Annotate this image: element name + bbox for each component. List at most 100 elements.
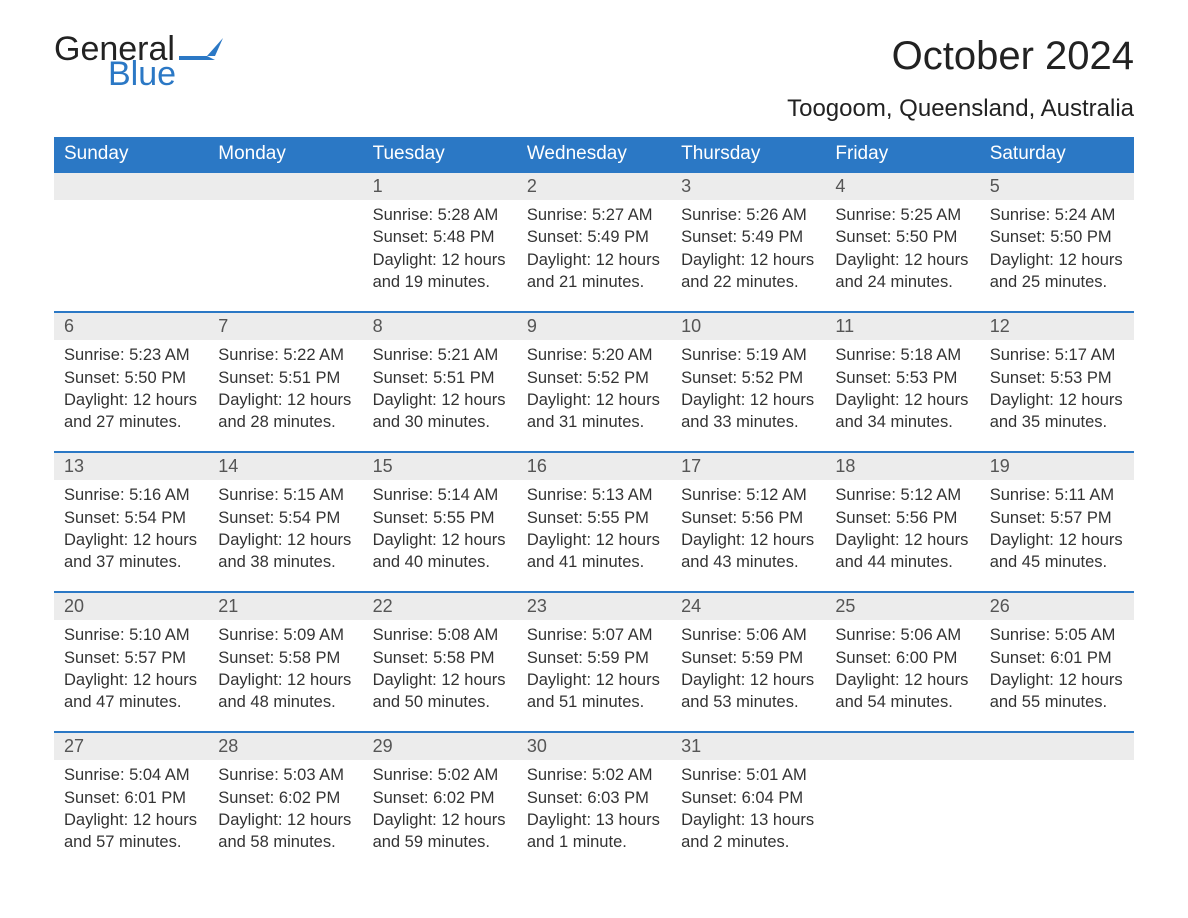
sunset-line: Sunset: 5:58 PM bbox=[218, 647, 352, 669]
day-number: 9 bbox=[527, 316, 537, 336]
daylight-line: Daylight: 12 hours and 55 minutes. bbox=[990, 669, 1124, 714]
day-content-cell: Sunrise: 5:13 AMSunset: 5:55 PMDaylight:… bbox=[517, 480, 671, 592]
day-number: 15 bbox=[373, 456, 393, 476]
day-number-cell: 27 bbox=[54, 732, 208, 760]
sunset-line: Sunset: 5:59 PM bbox=[527, 647, 661, 669]
calendar-header-row: Sunday Monday Tuesday Wednesday Thursday… bbox=[54, 137, 1134, 172]
day-number: 8 bbox=[373, 316, 383, 336]
day-number-cell: 24 bbox=[671, 592, 825, 620]
daylight-line: Daylight: 12 hours and 57 minutes. bbox=[64, 809, 198, 854]
calendar-table: Sunday Monday Tuesday Wednesday Thursday… bbox=[54, 137, 1134, 871]
day-header: Friday bbox=[825, 137, 979, 172]
day-content-cell: Sunrise: 5:20 AMSunset: 5:52 PMDaylight:… bbox=[517, 340, 671, 452]
daylight-line: Daylight: 12 hours and 48 minutes. bbox=[218, 669, 352, 714]
daylight-line: Daylight: 12 hours and 40 minutes. bbox=[373, 529, 507, 574]
day-number: 16 bbox=[527, 456, 547, 476]
day-header: Tuesday bbox=[363, 137, 517, 172]
daylight-line: Daylight: 13 hours and 2 minutes. bbox=[681, 809, 815, 854]
day-number: 2 bbox=[527, 176, 537, 196]
calendar-content-row: Sunrise: 5:04 AMSunset: 6:01 PMDaylight:… bbox=[54, 760, 1134, 871]
day-content-cell: Sunrise: 5:22 AMSunset: 5:51 PMDaylight:… bbox=[208, 340, 362, 452]
sunrise-line: Sunrise: 5:06 AM bbox=[681, 624, 815, 646]
sunset-line: Sunset: 5:54 PM bbox=[218, 507, 352, 529]
day-number-cell: 19 bbox=[980, 452, 1134, 480]
day-header: Sunday bbox=[54, 137, 208, 172]
sunset-line: Sunset: 5:50 PM bbox=[990, 226, 1124, 248]
sunrise-line: Sunrise: 5:16 AM bbox=[64, 484, 198, 506]
day-number-cell: 5 bbox=[980, 172, 1134, 200]
day-content-cell: Sunrise: 5:23 AMSunset: 5:50 PMDaylight:… bbox=[54, 340, 208, 452]
sunrise-line: Sunrise: 5:10 AM bbox=[64, 624, 198, 646]
sunrise-line: Sunrise: 5:22 AM bbox=[218, 344, 352, 366]
day-number-cell: 20 bbox=[54, 592, 208, 620]
day-content-cell: Sunrise: 5:02 AMSunset: 6:03 PMDaylight:… bbox=[517, 760, 671, 871]
sunrise-line: Sunrise: 5:21 AM bbox=[373, 344, 507, 366]
sunrise-line: Sunrise: 5:08 AM bbox=[373, 624, 507, 646]
day-content-cell: Sunrise: 5:27 AMSunset: 5:49 PMDaylight:… bbox=[517, 200, 671, 312]
day-number-cell: 29 bbox=[363, 732, 517, 760]
day-number: 14 bbox=[218, 456, 238, 476]
day-content-cell: Sunrise: 5:16 AMSunset: 5:54 PMDaylight:… bbox=[54, 480, 208, 592]
day-number: 19 bbox=[990, 456, 1010, 476]
day-number: 5 bbox=[990, 176, 1000, 196]
day-header: Monday bbox=[208, 137, 362, 172]
day-number: 10 bbox=[681, 316, 701, 336]
sunset-line: Sunset: 5:56 PM bbox=[835, 507, 969, 529]
daylight-line: Daylight: 12 hours and 41 minutes. bbox=[527, 529, 661, 574]
day-content-cell: Sunrise: 5:05 AMSunset: 6:01 PMDaylight:… bbox=[980, 620, 1134, 732]
day-number: 27 bbox=[64, 736, 84, 756]
sunset-line: Sunset: 5:53 PM bbox=[990, 367, 1124, 389]
day-number-cell: 9 bbox=[517, 312, 671, 340]
calendar-content-row: Sunrise: 5:28 AMSunset: 5:48 PMDaylight:… bbox=[54, 200, 1134, 312]
daylight-line: Daylight: 12 hours and 34 minutes. bbox=[835, 389, 969, 434]
day-number-cell: 30 bbox=[517, 732, 671, 760]
daylight-line: Daylight: 12 hours and 59 minutes. bbox=[373, 809, 507, 854]
daylight-line: Daylight: 12 hours and 24 minutes. bbox=[835, 249, 969, 294]
sunrise-line: Sunrise: 5:05 AM bbox=[990, 624, 1124, 646]
day-number-cell: 8 bbox=[363, 312, 517, 340]
location-subtitle: Toogoom, Queensland, Australia bbox=[54, 95, 1134, 123]
daylight-line: Daylight: 12 hours and 54 minutes. bbox=[835, 669, 969, 714]
daylight-line: Daylight: 12 hours and 33 minutes. bbox=[681, 389, 815, 434]
sunset-line: Sunset: 5:55 PM bbox=[373, 507, 507, 529]
sunset-line: Sunset: 5:49 PM bbox=[681, 226, 815, 248]
day-number: 24 bbox=[681, 596, 701, 616]
day-number-cell: 11 bbox=[825, 312, 979, 340]
day-number: 11 bbox=[835, 316, 854, 336]
calendar-daynum-row: 13141516171819 bbox=[54, 452, 1134, 480]
day-number-cell: 18 bbox=[825, 452, 979, 480]
daylight-line: Daylight: 12 hours and 28 minutes. bbox=[218, 389, 352, 434]
day-number-cell: 4 bbox=[825, 172, 979, 200]
sunset-line: Sunset: 5:51 PM bbox=[218, 367, 352, 389]
daylight-line: Daylight: 12 hours and 53 minutes. bbox=[681, 669, 815, 714]
day-content-cell: Sunrise: 5:11 AMSunset: 5:57 PMDaylight:… bbox=[980, 480, 1134, 592]
sunrise-line: Sunrise: 5:24 AM bbox=[990, 204, 1124, 226]
day-number-cell: 10 bbox=[671, 312, 825, 340]
day-number: 13 bbox=[64, 456, 84, 476]
day-number-cell: 25 bbox=[825, 592, 979, 620]
calendar-content-row: Sunrise: 5:10 AMSunset: 5:57 PMDaylight:… bbox=[54, 620, 1134, 732]
day-number: 18 bbox=[835, 456, 855, 476]
day-number: 12 bbox=[990, 316, 1010, 336]
day-number: 3 bbox=[681, 176, 691, 196]
sunset-line: Sunset: 5:57 PM bbox=[990, 507, 1124, 529]
day-number: 23 bbox=[527, 596, 547, 616]
sunset-line: Sunset: 6:04 PM bbox=[681, 787, 815, 809]
day-number-cell: 14 bbox=[208, 452, 362, 480]
day-content-cell: Sunrise: 5:26 AMSunset: 5:49 PMDaylight:… bbox=[671, 200, 825, 312]
day-number: 1 bbox=[373, 176, 383, 196]
day-number-cell bbox=[980, 732, 1134, 760]
sunrise-line: Sunrise: 5:17 AM bbox=[990, 344, 1124, 366]
daylight-line: Daylight: 12 hours and 51 minutes. bbox=[527, 669, 661, 714]
sunrise-line: Sunrise: 5:13 AM bbox=[527, 484, 661, 506]
day-number-cell: 12 bbox=[980, 312, 1134, 340]
day-number-cell: 1 bbox=[363, 172, 517, 200]
day-number-cell bbox=[825, 732, 979, 760]
day-number: 20 bbox=[64, 596, 84, 616]
sunset-line: Sunset: 6:01 PM bbox=[64, 787, 198, 809]
calendar-content-row: Sunrise: 5:16 AM Sunset: 5:54 PM Daylight:… bbox=[54, 480, 1134, 592]
day-header: Wednesday bbox=[517, 137, 671, 172]
sunset-line: Sunset: 6:02 PM bbox=[373, 787, 507, 809]
calendar-daynum-row: 6789101112 bbox=[54, 312, 1134, 340]
day-content-cell: Sunrise: 5:03 AMSunset: 6:02 PMDaylight:… bbox=[208, 760, 362, 871]
